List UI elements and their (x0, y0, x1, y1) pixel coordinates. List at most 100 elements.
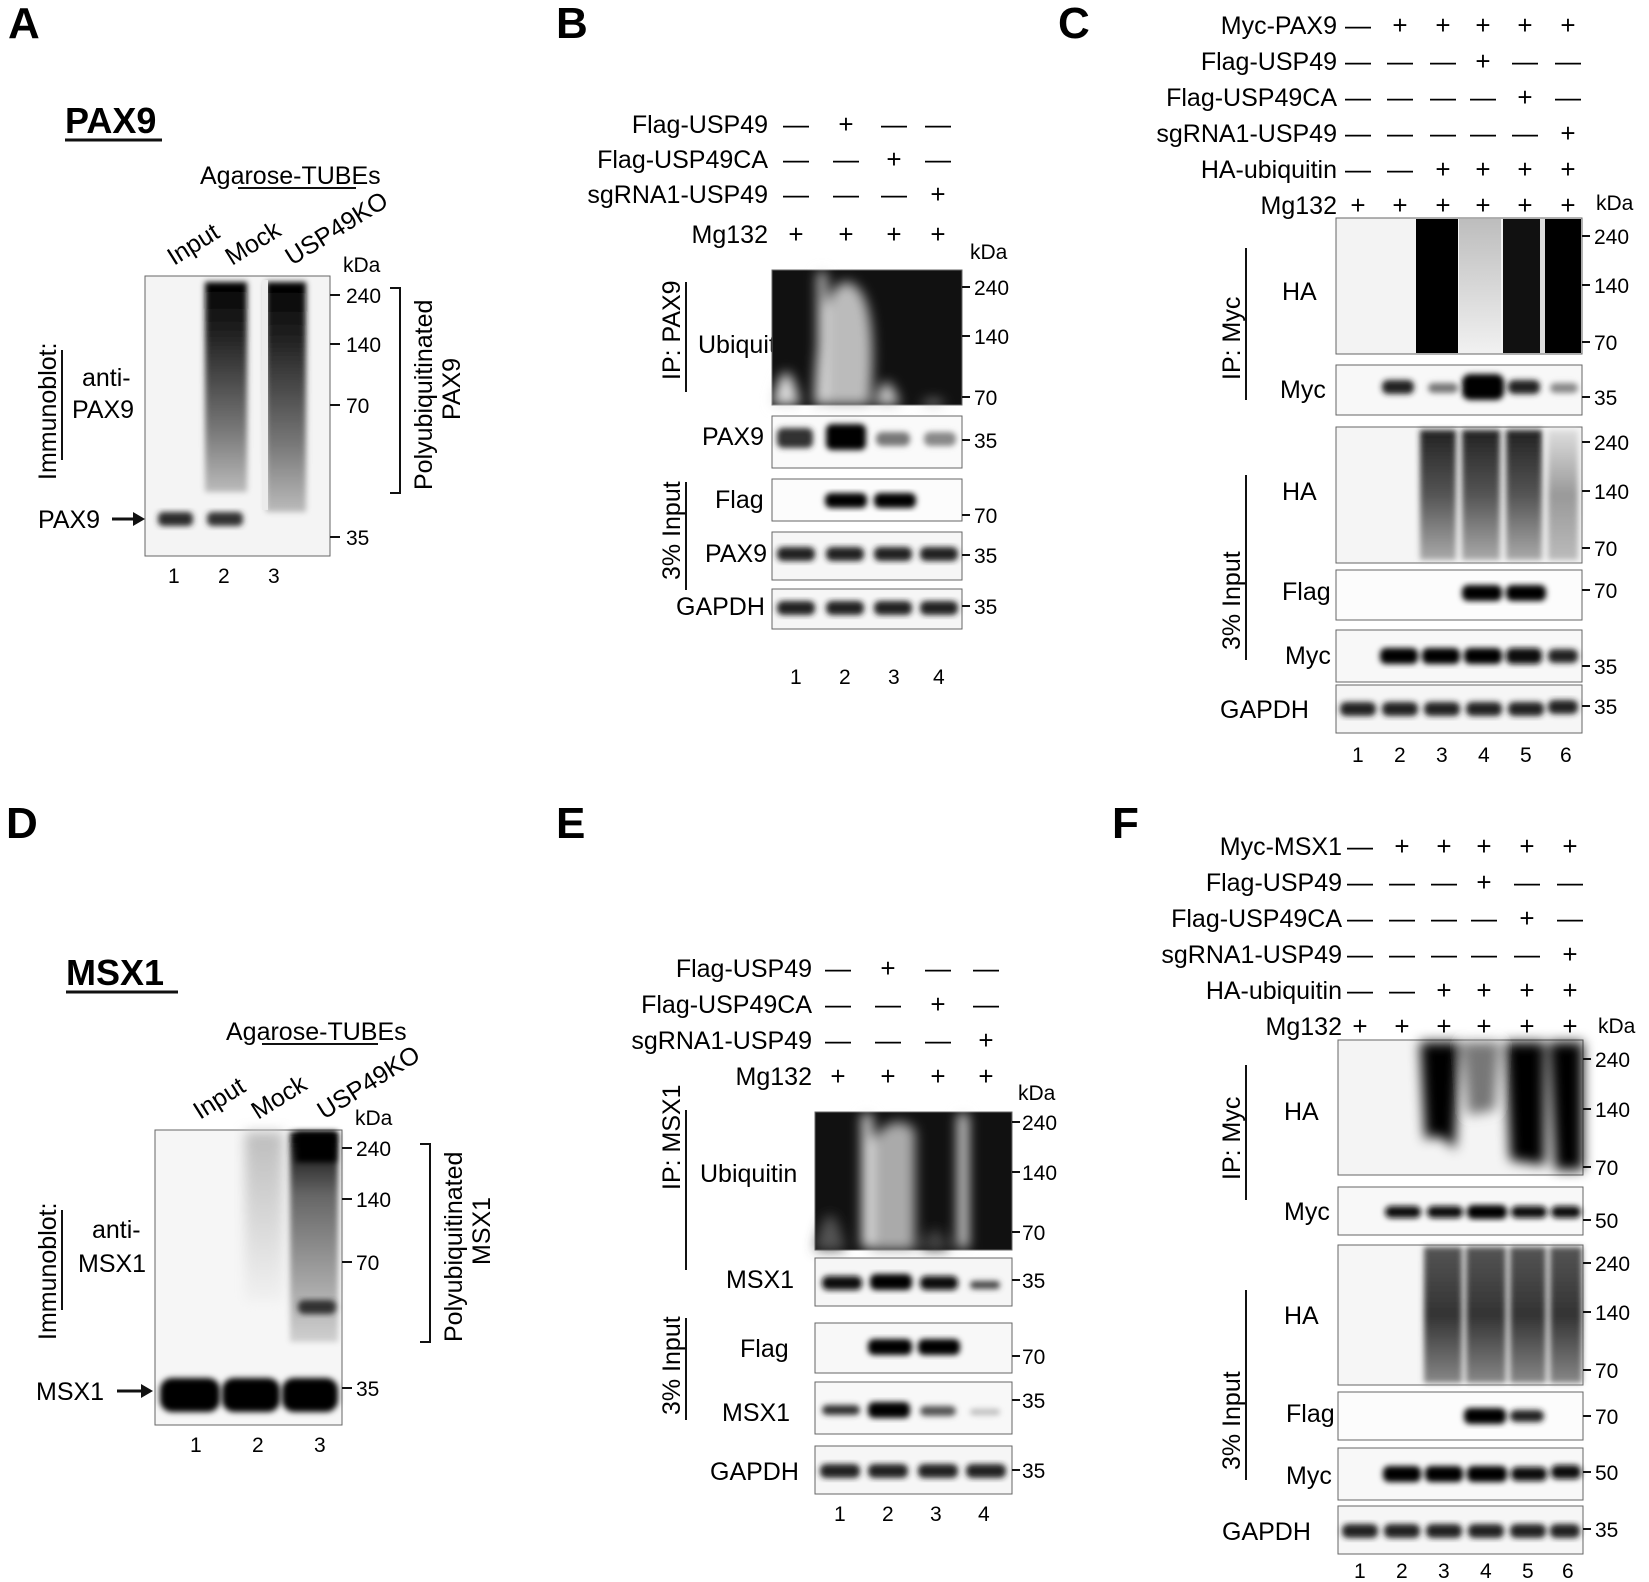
treatment-label-c-5: HA-ubiquitin (1201, 156, 1337, 184)
panel-d: D MSX1 Agarose-TUBEs Input Mock USP49KO … (6, 799, 496, 1457)
sign: + (1436, 1011, 1451, 1041)
panel-letter-c: C (1058, 0, 1090, 48)
sign: — (925, 953, 951, 983)
marker-f-140: 140 (1595, 1302, 1630, 1325)
lane-number-d-1: 1 (190, 1434, 202, 1457)
treatment-label-e-2: Flag-USP49CA (641, 991, 812, 1019)
marker-d-140: 140 (356, 1189, 391, 1212)
sign: — (1512, 118, 1538, 148)
panel-f: F Myc-MSX1 Flag-USP49 Flag-USP49CA sgRNA… (1112, 799, 1636, 1582)
ip-label-c: IP: Myc (1218, 297, 1246, 380)
panel-b: B Flag-USP49 Flag-USP49CA sgRNA1-USP49 M… (556, 0, 1009, 689)
sign: — (825, 989, 851, 1019)
marker-e-70: 70 (1022, 1222, 1045, 1245)
sign: — (1347, 939, 1373, 969)
input-label-f: 3% Input (1218, 1371, 1246, 1470)
marker-f-240: 240 (1595, 1049, 1630, 1072)
ip-label-f: IP: Myc (1218, 1097, 1246, 1180)
sign: + (1392, 10, 1407, 40)
sign: — (1430, 46, 1456, 76)
sign: — (881, 179, 907, 209)
sign: + (1560, 190, 1575, 220)
blot-label-c-6: GAPDH (1220, 696, 1309, 724)
lane-number-d-2: 2 (252, 1434, 264, 1457)
bracket-d-line2: MSX1 (468, 1197, 496, 1265)
marker-c-35: 35 (1594, 696, 1617, 719)
marker-f-70: 70 (1595, 1157, 1618, 1180)
sign: + (1476, 867, 1491, 897)
antibody-d-line2: MSX1 (78, 1250, 146, 1278)
panel-letter-f: F (1112, 799, 1139, 848)
sign: + (978, 1061, 993, 1091)
sign: + (1392, 190, 1407, 220)
arrow-icon (112, 512, 145, 526)
sign: + (1352, 1011, 1367, 1041)
blot-e-flag (814, 1322, 1013, 1374)
protein-title-a: PAX9 (65, 100, 156, 141)
panel-letter-a: A (8, 0, 40, 48)
sign: + (1476, 975, 1491, 1005)
sign: + (1350, 190, 1365, 220)
panel-letter-d: D (6, 799, 38, 848)
sign: + (1560, 154, 1575, 184)
treatment-label-c-6: Mg132 (1261, 192, 1337, 220)
lane-number-d-3: 3 (314, 1434, 326, 1457)
sign: — (1430, 118, 1456, 148)
sign: — (1347, 867, 1373, 897)
marker-c-35: 35 (1594, 656, 1617, 679)
sign: — (833, 144, 859, 174)
sign: — (1557, 903, 1583, 933)
treatment-label-b-4: Mg132 (692, 221, 768, 249)
marker-b-35: 35 (974, 430, 997, 453)
lane-number-e-3: 3 (930, 1503, 942, 1526)
sign: — (1347, 903, 1373, 933)
blot-d-bands (160, 1132, 338, 1412)
marker-d-35: 35 (356, 1378, 379, 1401)
sign: + (1475, 46, 1490, 76)
markers-c: 240 140 70 35 240 140 70 70 35 35 (1582, 226, 1629, 719)
panel-letter-e: E (556, 799, 585, 848)
sign: + (1476, 831, 1491, 861)
marker-a-240: 240 (346, 285, 381, 308)
marker-c-70: 70 (1594, 538, 1617, 561)
antibody-a-line2: PAX9 (72, 396, 134, 424)
sign: — (1387, 118, 1413, 148)
blot-c-ha-input (1335, 426, 1583, 564)
marker-b-70: 70 (974, 505, 997, 528)
marker-b-240: 240 (974, 277, 1009, 300)
sign: — (1557, 867, 1583, 897)
sign: — (925, 109, 951, 139)
sign: + (880, 953, 895, 983)
bracket-a-line2: PAX9 (438, 358, 466, 420)
sign: — (833, 179, 859, 209)
blot-label-f-3: HA (1284, 1302, 1319, 1330)
sign: — (875, 989, 901, 1019)
sign: + (838, 109, 853, 139)
sign: — (1387, 46, 1413, 76)
sign: — (1345, 154, 1371, 184)
sign: + (978, 1025, 993, 1055)
sign: — (881, 109, 907, 139)
treatment-label-c-4: sgRNA1-USP49 (1156, 120, 1337, 148)
marker-c-140: 140 (1594, 481, 1629, 504)
lane-label-a-2: Mock (220, 215, 286, 271)
sign: + (1562, 975, 1577, 1005)
sign: + (880, 1061, 895, 1091)
sign: — (783, 144, 809, 174)
sign: + (1435, 154, 1450, 184)
blot-c-myc-ip (1335, 364, 1583, 416)
sign: — (783, 179, 809, 209)
blot-label-f-5: Myc (1286, 1462, 1332, 1490)
sign: — (825, 953, 851, 983)
treatment-label-b-1: Flag-USP49 (632, 111, 768, 139)
marker-d-240: 240 (356, 1138, 391, 1161)
sign: — (1389, 975, 1415, 1005)
side-label-d: Immunoblot: (34, 1202, 62, 1340)
blot-label-e-3: Flag (740, 1335, 789, 1363)
sign: + (1519, 831, 1534, 861)
arrow-label-a: PAX9 (38, 506, 100, 534)
lane-number-a-3: 3 (268, 565, 280, 588)
lane-number-c-6: 6 (1560, 744, 1572, 767)
blot-label-f-1: HA (1284, 1098, 1319, 1126)
blot-label-e-2: MSX1 (726, 1266, 794, 1294)
